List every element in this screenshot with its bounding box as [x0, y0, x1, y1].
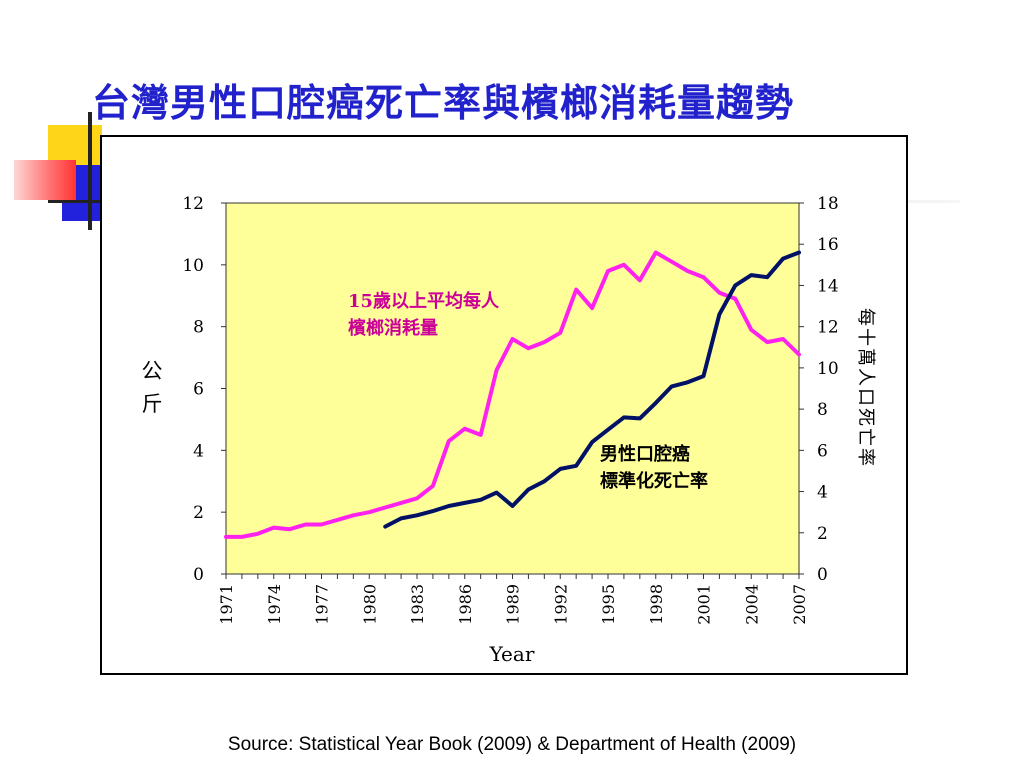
x-tick-label: 1989 [504, 584, 523, 625]
y-right-tick-label: 14 [817, 276, 839, 296]
y-right-tick-label: 4 [817, 483, 828, 503]
x-axis-title: Year [489, 642, 535, 666]
y-right-tick-label: 6 [817, 441, 828, 461]
y-right-tick-label: 2 [817, 524, 828, 544]
page-title: 台灣男性口腔癌死亡率與檳榔消耗量趨勢 [92, 80, 795, 125]
y-left-tick-label: 0 [193, 565, 204, 585]
decor-vertical-line [88, 112, 92, 230]
y-right-axis-title: 每十萬人口死亡率 [855, 308, 876, 468]
y-left-tick-label: 8 [193, 318, 204, 338]
y-left-tick-label: 2 [193, 503, 204, 523]
x-tick-label: 1977 [313, 584, 332, 625]
y-right-tick-label: 8 [817, 400, 828, 420]
x-tick-label: 1986 [456, 584, 475, 625]
line-chart: 0 2 4 6 8 10 12 0 2 4 6 8 10 12 14 16 18 1971 1974 1977 1980… [142, 194, 877, 666]
oral-cancer-mortality-line [383, 250, 801, 529]
x-tick-label: 1974 [265, 584, 284, 625]
annotation-cancer-line: 標準化死亡率 [600, 470, 708, 492]
x-tick-label: 1971 [217, 584, 236, 625]
x-tick-label: 2001 [695, 584, 714, 625]
x-tick-label: 2004 [742, 584, 761, 625]
annotation-betel-line: 15歲以上平均每人 [348, 290, 500, 312]
y-left-tick-label: 4 [193, 441, 204, 461]
y-left-tick-label: 10 [182, 256, 204, 276]
y-left-axis-title-char: 公 [142, 359, 163, 383]
x-tick-label: 1998 [647, 584, 666, 625]
annotation-betel-line: 檳榔消耗量 [348, 317, 438, 339]
x-tick-label: 1980 [360, 584, 379, 625]
plot-area [225, 202, 800, 575]
decor-red-square [14, 160, 76, 200]
y-right-tick-label: 16 [817, 235, 839, 255]
y-right-tick-label: 18 [817, 194, 839, 214]
chart-frame: 0 2 4 6 8 10 12 0 2 4 6 8 10 12 14 16 18 1971 1974 1977 1980… [100, 135, 908, 675]
decor-horizontal-line [48, 200, 108, 203]
x-tick-label: 1995 [599, 584, 618, 625]
x-tick-label: 2007 [790, 584, 809, 625]
annotation-cancer-line: 男性口腔癌 [600, 443, 690, 465]
y-right-tick-label: 0 [817, 565, 828, 585]
x-tick-label: 1983 [408, 584, 427, 625]
y-left-tick-label: 12 [182, 194, 204, 214]
y-right-tick-label: 12 [817, 318, 839, 338]
y-left-tick-label: 6 [193, 380, 204, 400]
y-left-axis-title-char: 斤 [142, 392, 163, 416]
betel-consumption-line [224, 250, 801, 539]
source-note: Source: Statistical Year Book (2009) & D… [227, 734, 797, 755]
y-right-tick-label: 10 [817, 359, 839, 379]
x-tick-label: 1992 [551, 584, 570, 625]
